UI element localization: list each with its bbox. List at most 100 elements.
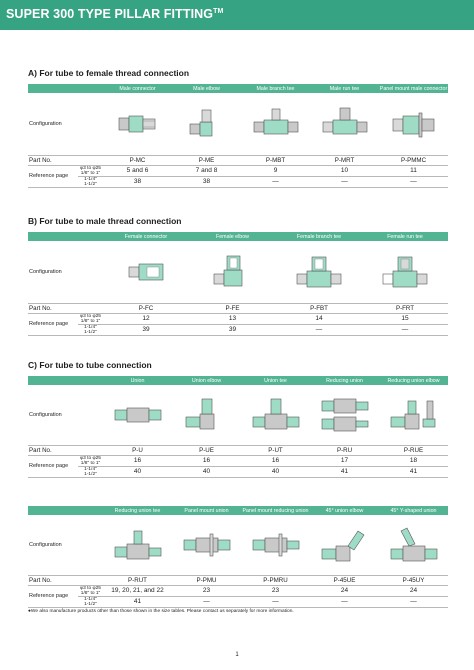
- part-number: P-45UE: [310, 575, 379, 586]
- column-header: Reducing union elbow: [379, 376, 448, 385]
- configuration-row: Configuration: [28, 93, 448, 156]
- table-header-row: Reducing union tee Panel mount union Pan…: [28, 506, 448, 515]
- header-blank: [28, 232, 103, 241]
- part-number: P-FC: [103, 303, 189, 314]
- section-b-table: Female connector Female elbow Female bra…: [28, 232, 448, 336]
- column-header: Union: [103, 376, 172, 385]
- size-large-label: 1-1/4" 1-1/2": [78, 596, 103, 608]
- size-small-label: φ3 to φ25 1/8" to 1": [78, 585, 103, 597]
- config-cell: [172, 515, 241, 576]
- union-drawing: [114, 407, 161, 423]
- column-header: Male branch tee: [241, 84, 310, 93]
- reference-page-value: 24: [379, 585, 448, 597]
- reference-page-value: —: [362, 324, 448, 336]
- reference-row-small: Reference page φ3 to φ25 1/8" to 1" 16 16…: [28, 455, 448, 478]
- male-elbow-drawing: [189, 109, 212, 137]
- reference-page-value: 23: [241, 585, 310, 597]
- union-elbow-drawing: [185, 398, 214, 430]
- column-header: Union tee: [241, 376, 310, 385]
- part-number: P-FE: [189, 303, 276, 314]
- part-number: P-UE: [172, 445, 241, 456]
- reference-page-value: 16: [103, 455, 172, 467]
- column-header: Female elbow: [189, 232, 276, 241]
- config-cell: [189, 241, 276, 304]
- reference-row-large: 1-1/4" 1-1/2" 41 — — — —: [28, 596, 448, 608]
- column-header: 45° Y-shaped union: [379, 506, 448, 515]
- section-b-title: B) For tube to male thread connection: [28, 216, 182, 226]
- configuration-label: Configuration: [28, 385, 103, 446]
- reference-page-value: —: [379, 176, 448, 188]
- header-blank: [28, 506, 103, 515]
- reference-page-value: —: [310, 176, 379, 188]
- header-bar: SUPER 300 TYPE PILLAR FITTINGTM: [0, 0, 474, 30]
- reference-page-value: —: [379, 596, 448, 608]
- reference-row-small: Reference page φ3 to φ25 1/8" to 1" 5 and…: [28, 165, 448, 188]
- config-cell: [103, 241, 189, 304]
- part-number: P-U: [103, 445, 172, 456]
- reference-page-value: 15: [362, 313, 448, 325]
- config-cell: [241, 385, 310, 446]
- size-small-label: φ3 to φ25 1/8" to 1": [78, 165, 103, 177]
- footnote: ●We also manufacture products other than…: [28, 609, 294, 614]
- part-number: P-UT: [241, 445, 310, 456]
- reference-page-value: 11: [379, 165, 448, 177]
- male-run-tee-drawing: [322, 107, 367, 135]
- header-blank: [28, 376, 103, 385]
- panel-mount-union-drawing: [183, 533, 230, 557]
- configuration-label: Configuration: [28, 515, 103, 576]
- female-elbow-drawing: [213, 255, 242, 287]
- reference-page-value: —: [172, 596, 241, 608]
- reference-page-value: —: [241, 596, 310, 608]
- reference-row-large: 1-1/4" 1-1/2" 40 40 40 41 41: [28, 466, 448, 478]
- part-number: P-PMRU: [241, 575, 310, 586]
- reference-page-label: Reference page: [28, 313, 78, 336]
- part-no-label: Part No.: [28, 445, 103, 456]
- size-small-label: φ3 to φ25 1/8" to 1": [78, 455, 103, 467]
- part-no-label: Part No.: [28, 303, 103, 314]
- reference-page-value: 14: [276, 313, 362, 325]
- section-a-table: Male connector Male elbow Male branch te…: [28, 84, 448, 188]
- part-number: P-MRT: [310, 155, 379, 166]
- reference-page-value: 17: [310, 455, 379, 467]
- part-no-row: Part No. P-MC P-ME P-MBT P-MRT P-PMMC: [28, 155, 448, 166]
- configuration-label: Configuration: [28, 93, 103, 156]
- config-cell: [310, 93, 379, 156]
- size-small-label: φ3 to φ25 1/8" to 1": [78, 313, 103, 325]
- column-header: Female run tee: [362, 232, 448, 241]
- config-cell: [379, 93, 448, 156]
- reference-row-large: 1-1/4" 1-1/2" 39 39 — —: [28, 324, 448, 336]
- config-cell: [241, 515, 310, 576]
- reference-page-label: Reference page: [28, 165, 78, 188]
- reference-row-large: 1-1/4" 1-1/2" 38 38 — — —: [28, 176, 448, 188]
- configuration-label: Configuration: [28, 241, 103, 304]
- reference-page-value: 10: [310, 165, 379, 177]
- configuration-row: Configuration: [28, 385, 448, 446]
- part-no-row: Part No. P-FC P-FE P-FBT P-FRT: [28, 303, 448, 314]
- female-connector-drawing: [128, 263, 164, 281]
- config-cell: [103, 515, 172, 576]
- config-cell: [172, 385, 241, 446]
- column-header: Union elbow: [172, 376, 241, 385]
- reference-page-value: 23: [172, 585, 241, 597]
- part-number: P-FBT: [276, 303, 362, 314]
- column-header: Male elbow: [172, 84, 241, 93]
- trademark: TM: [213, 7, 224, 15]
- size-large-label: 1-1/4" 1-1/2": [78, 466, 103, 478]
- reference-page-value: 12: [103, 313, 189, 325]
- reference-page-label: Reference page: [28, 585, 78, 608]
- column-header: Reducing union: [310, 376, 379, 385]
- reference-page-value: 9: [241, 165, 310, 177]
- part-number: P-PMMC: [379, 155, 448, 166]
- panel-mount-reducing-union-drawing: [252, 533, 299, 557]
- 45-y-shaped-union-drawing: [390, 527, 437, 562]
- reference-page-value: 40: [103, 466, 172, 478]
- config-cell: [103, 93, 172, 156]
- config-cell: [310, 515, 379, 576]
- config-cell: [241, 93, 310, 156]
- reference-page-value: 39: [189, 324, 276, 336]
- column-header: Panel mount union: [172, 506, 241, 515]
- reference-page-value: 18: [379, 455, 448, 467]
- reducing-union-tee-drawing: [114, 530, 161, 560]
- reference-page-value: 5 and 6: [103, 165, 172, 177]
- part-number: P-MC: [103, 155, 172, 166]
